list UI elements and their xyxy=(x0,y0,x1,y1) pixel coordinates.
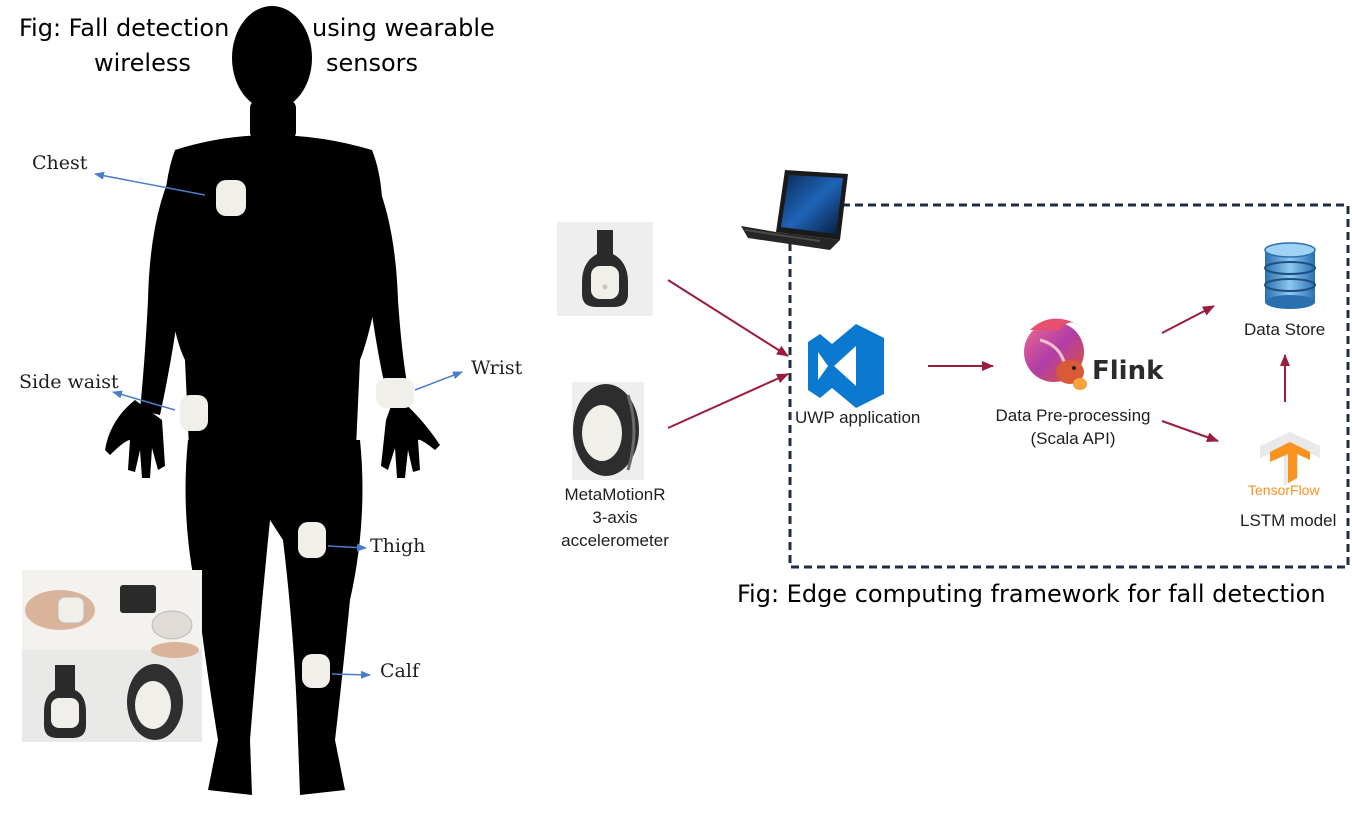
uwp-application-label: UWP application xyxy=(795,408,921,427)
device-label-line1: MetaMotionR xyxy=(564,485,666,504)
tensorflow-icon xyxy=(1260,432,1320,486)
device-label-line3: accelerometer xyxy=(561,530,669,550)
device-photo-inset xyxy=(22,570,202,742)
flink-logo-text: Flink xyxy=(1092,356,1164,386)
clip-to-uwp-arrow xyxy=(667,279,789,357)
left-caption-line1-left: Fig: Fall detection xyxy=(19,14,230,42)
sensor-side-waist xyxy=(180,395,208,431)
left-caption-line1-right: using wearable xyxy=(312,14,495,42)
flink-to-datastore-arrow xyxy=(1161,305,1215,334)
label-thigh: Thigh xyxy=(370,535,426,557)
database-icon xyxy=(1264,242,1316,309)
left-caption-line2-left: wireless xyxy=(94,49,191,77)
visual-studio-icon xyxy=(808,324,884,408)
data-store-label: Data Store xyxy=(1244,320,1326,339)
chest-pointer-arrow xyxy=(94,171,206,196)
edge-boundary-frame xyxy=(788,203,1350,569)
wristband-to-uwp-arrow xyxy=(667,373,789,429)
clip-sensor-icon xyxy=(557,222,653,316)
sensor-wrist xyxy=(376,378,414,408)
flink-to-lstm-arrow xyxy=(1161,420,1219,443)
device-label: MetaMotionR 3-axis accelerometer xyxy=(556,484,674,553)
side-waist-pointer-arrow xyxy=(112,390,176,411)
right-caption: Fig: Edge computing framework for fall d… xyxy=(737,580,1326,608)
flink-label-line2: (Scala API) xyxy=(1030,428,1116,448)
label-side-waist: Side waist xyxy=(19,371,119,393)
left-caption-line2-right: sensors xyxy=(326,49,419,77)
wristband-sensor-icon xyxy=(572,382,644,480)
flink-label: Data Pre-processing (Scala API) xyxy=(980,405,1166,451)
label-wrist: Wrist xyxy=(471,357,523,379)
calf-pointer-arrow xyxy=(331,670,371,679)
flink-label-line1: Data Pre-processing xyxy=(995,406,1151,425)
sensor-chest xyxy=(216,180,246,216)
sensor-thigh xyxy=(298,522,326,558)
lstm-model-label: LSTM model xyxy=(1240,511,1337,530)
flink-logo-icon xyxy=(1024,318,1087,390)
wrist-pointer-arrow xyxy=(414,371,463,391)
thigh-pointer-arrow xyxy=(327,543,367,552)
device-label-line2: 3-axis xyxy=(592,507,638,527)
tensorflow-logo-text: TensorFlow xyxy=(1248,482,1320,498)
laptop-icon xyxy=(741,170,848,250)
sensor-calf xyxy=(302,654,330,688)
label-calf: Calf xyxy=(380,660,419,682)
label-chest: Chest xyxy=(32,152,88,174)
